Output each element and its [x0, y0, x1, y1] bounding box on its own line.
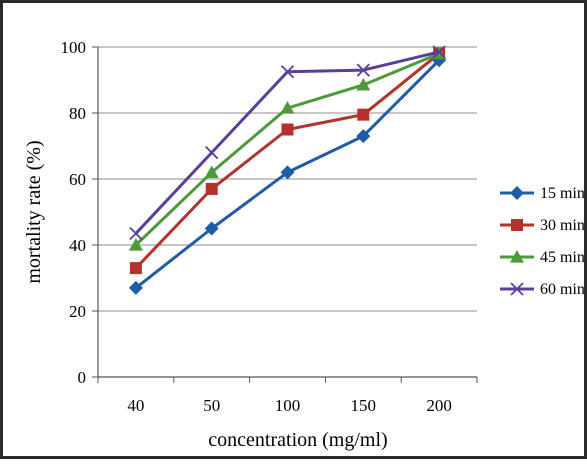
y-tick-label: 20	[69, 302, 86, 321]
y-tick-label: 80	[69, 104, 86, 123]
data-point	[357, 109, 369, 121]
y-tick-label: 100	[61, 38, 87, 57]
y-tick-label: 60	[69, 170, 86, 189]
x-tick-label: 100	[275, 396, 301, 415]
y-axis-title: mortality rate (%)	[23, 140, 45, 283]
x-tick-label: 50	[203, 396, 220, 415]
x-tick-label: 200	[426, 396, 452, 415]
y-tick-label: 0	[78, 368, 87, 387]
legend-label: 45 min	[540, 249, 585, 266]
legend-marker	[511, 219, 523, 231]
legend-label: 30 min	[540, 217, 585, 234]
data-point	[206, 183, 218, 195]
x-tick-label: 40	[127, 396, 144, 415]
legend-label: 15 min	[540, 185, 585, 202]
legend-label: 60 min	[540, 281, 585, 298]
x-axis-title: concentration (mg/ml)	[208, 429, 387, 451]
data-point	[282, 124, 294, 136]
data-point	[130, 262, 142, 274]
y-tick-label: 40	[69, 236, 86, 255]
x-tick-label: 150	[351, 396, 377, 415]
